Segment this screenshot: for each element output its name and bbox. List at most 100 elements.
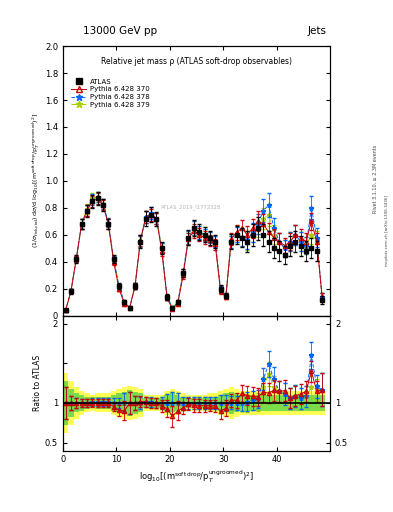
Bar xyxy=(164,395,170,411)
Bar xyxy=(149,398,154,408)
Bar xyxy=(170,393,175,413)
Bar xyxy=(180,393,186,413)
Bar xyxy=(320,395,325,411)
Bar xyxy=(63,381,68,425)
Bar xyxy=(100,397,106,409)
Bar xyxy=(111,395,116,411)
Bar xyxy=(191,395,196,411)
Bar xyxy=(68,381,73,425)
Bar xyxy=(207,397,213,409)
Y-axis label: Ratio to ATLAS: Ratio to ATLAS xyxy=(33,355,42,411)
Bar xyxy=(79,391,84,415)
Bar xyxy=(239,391,244,415)
Bar xyxy=(95,393,100,413)
Bar xyxy=(186,395,191,411)
Bar xyxy=(159,398,164,408)
Bar xyxy=(132,392,138,414)
Bar xyxy=(213,397,218,409)
Bar xyxy=(244,395,250,411)
Bar xyxy=(127,390,132,416)
Bar xyxy=(106,393,111,413)
Text: Relative jet mass ρ (ATLAS soft-drop observables): Relative jet mass ρ (ATLAS soft-drop obs… xyxy=(101,57,292,66)
Bar xyxy=(293,395,298,411)
Bar xyxy=(223,389,229,417)
Bar xyxy=(266,395,271,411)
Bar xyxy=(170,389,175,417)
Bar xyxy=(143,398,149,408)
Bar xyxy=(116,393,122,413)
Bar xyxy=(218,395,223,411)
Text: Jets: Jets xyxy=(307,26,326,36)
Bar xyxy=(73,393,79,413)
Bar xyxy=(223,393,229,413)
Bar xyxy=(266,391,271,415)
Bar xyxy=(234,389,239,417)
Bar xyxy=(154,398,159,408)
Bar xyxy=(218,391,223,415)
Bar xyxy=(261,395,266,411)
Bar xyxy=(298,391,303,415)
Bar xyxy=(234,393,239,413)
Text: mcplots.cern.ch [arXiv:1306.3436]: mcplots.cern.ch [arXiv:1306.3436] xyxy=(385,195,389,266)
Bar xyxy=(143,395,149,411)
Bar xyxy=(154,395,159,411)
Text: Rivet 3.1.10, ≥ 2.3M events: Rivet 3.1.10, ≥ 2.3M events xyxy=(373,145,378,214)
Bar xyxy=(277,391,282,415)
Legend: ATLAS, Pythia 6.428 370, Pythia 6.428 378, Pythia 6.428 379: ATLAS, Pythia 6.428 370, Pythia 6.428 37… xyxy=(69,76,152,110)
Bar xyxy=(63,373,68,433)
Bar xyxy=(149,395,154,411)
Bar xyxy=(180,397,186,409)
Bar xyxy=(73,387,79,419)
Text: ATLAS_2019_I1772328: ATLAS_2019_I1772328 xyxy=(161,204,221,209)
Bar xyxy=(164,391,170,415)
Bar xyxy=(127,386,132,420)
Bar xyxy=(298,395,303,411)
Bar xyxy=(100,393,106,413)
Bar xyxy=(277,395,282,411)
Bar xyxy=(122,392,127,414)
Bar xyxy=(122,387,127,419)
Bar xyxy=(314,391,320,415)
Bar xyxy=(202,398,207,408)
Bar xyxy=(175,391,180,415)
Bar xyxy=(116,389,122,417)
Bar xyxy=(271,395,277,411)
Bar xyxy=(282,391,287,415)
Bar xyxy=(261,391,266,415)
Bar xyxy=(271,391,277,415)
Bar xyxy=(138,393,143,413)
Bar xyxy=(309,391,314,415)
Bar xyxy=(95,397,100,409)
Bar xyxy=(255,395,261,411)
Bar xyxy=(138,389,143,417)
Bar xyxy=(111,391,116,415)
Bar xyxy=(293,391,298,415)
Bar xyxy=(90,395,95,411)
Bar xyxy=(239,395,244,411)
Bar xyxy=(202,395,207,411)
Bar xyxy=(90,398,95,408)
Bar xyxy=(309,395,314,411)
Bar xyxy=(303,395,309,411)
Bar xyxy=(106,397,111,409)
Bar xyxy=(287,391,293,415)
Bar xyxy=(132,387,138,419)
Bar xyxy=(282,395,287,411)
Text: 13000 GeV pp: 13000 GeV pp xyxy=(83,26,157,36)
X-axis label: log$_{10}$[(m$^{\mathrm{soft\,drop}}$/p$_T^{\mathrm{ungroomed}}$)$^2$]: log$_{10}$[(m$^{\mathrm{soft\,drop}}$/p$… xyxy=(139,468,254,485)
Bar xyxy=(255,391,261,415)
Bar xyxy=(314,395,320,411)
Bar xyxy=(196,395,202,411)
Bar xyxy=(229,387,234,419)
Bar xyxy=(213,393,218,413)
Bar xyxy=(84,393,90,413)
Y-axis label: $(1/\sigma_\mathrm{fiducial})$ d$\sigma$/d log$_{10}$[(m$^\mathrm{soft\,drop}$/p: $(1/\sigma_\mathrm{fiducial})$ d$\sigma$… xyxy=(31,113,42,248)
Bar xyxy=(186,398,191,408)
Bar xyxy=(207,393,213,413)
Bar xyxy=(250,391,255,415)
Bar xyxy=(320,391,325,415)
Bar xyxy=(244,391,250,415)
Bar xyxy=(159,395,164,411)
Bar xyxy=(175,395,180,411)
Bar xyxy=(79,395,84,411)
